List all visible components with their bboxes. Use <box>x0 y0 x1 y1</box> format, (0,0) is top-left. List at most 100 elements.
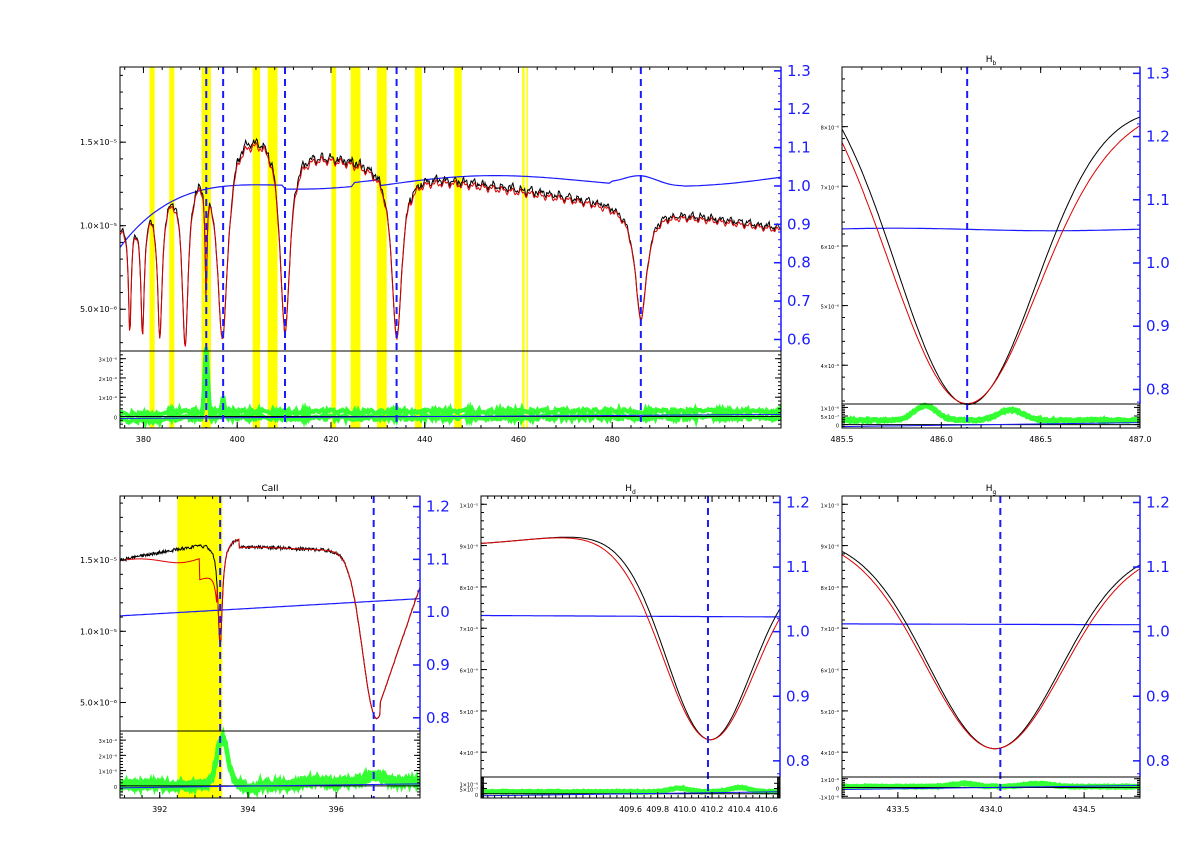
y-tick-label: 1×10⁻⁵ <box>460 503 478 509</box>
right-tick-label: 1.1 <box>787 139 811 157</box>
residual-tick-label: 1×10⁻⁶ <box>99 770 117 776</box>
y-tick-label: 7×10⁻⁶ <box>821 185 839 191</box>
y-tick-label: 5.0×10⁻⁶ <box>80 305 117 314</box>
y-tick-label: 6×10⁻⁶ <box>821 245 839 251</box>
right-tick-label: 0.8 <box>1146 380 1170 398</box>
panel-title-subscript: g <box>992 489 996 496</box>
residual-trace <box>842 403 1140 426</box>
x-tick-label: 400 <box>230 435 245 444</box>
residual-tick-label: 1×10⁻⁶ <box>99 396 117 402</box>
model-spectrum <box>120 538 420 719</box>
right-tick-label: 0.9 <box>1146 687 1170 705</box>
x-tick-label: 394 <box>240 805 255 814</box>
residual-tick-label: 5×10⁻⁷ <box>821 415 839 421</box>
y-tick-label: 5×10⁻⁶ <box>821 710 839 716</box>
residual-tick-label: 5×10⁻⁷ <box>460 788 478 794</box>
residual-tick-label: 0 <box>836 424 839 430</box>
residual-baseline <box>842 422 1140 428</box>
residual-baseline <box>120 413 781 419</box>
residual-tick-label: 2×10⁻⁶ <box>99 377 117 383</box>
right-tick-label: 1.0 <box>426 603 450 621</box>
right-tick-label: 0.9 <box>1146 317 1170 335</box>
residual-tick-label: 2×10⁻⁶ <box>99 754 117 760</box>
residual-tick-label: 1×10⁻⁶ <box>821 406 839 412</box>
x-tick-label: 434.5 <box>1073 805 1096 814</box>
x-tick-label: 460 <box>511 435 526 444</box>
right-tick-label: 1.1 <box>1146 558 1170 576</box>
continuum-curve <box>842 227 1140 232</box>
x-tick-label: 485.5 <box>831 435 854 444</box>
panel-title: CaII <box>261 484 278 494</box>
continuum-curve <box>481 614 780 618</box>
x-tick-label: 486.0 <box>930 435 953 444</box>
residual-tick-label: 0 <box>114 415 117 421</box>
model-spectrum <box>120 142 781 347</box>
right-tick-label: 1.0 <box>787 177 811 195</box>
y-tick-label: 6×10⁻⁶ <box>821 669 839 675</box>
model-spectrum <box>481 537 780 741</box>
x-tick-label: 487.0 <box>1129 435 1152 444</box>
y-tick-label: 1.0×10⁻⁵ <box>80 222 117 231</box>
residual-tick-label: 1×10⁻⁶ <box>821 778 839 784</box>
panel-title-subscript: d <box>632 489 636 496</box>
right-tick-label: 0.9 <box>786 687 810 705</box>
right-tick-label: 0.8 <box>787 254 811 272</box>
right-tick-label: 1.2 <box>1146 493 1170 511</box>
mask-band <box>454 67 462 428</box>
mask-band <box>252 67 261 428</box>
x-tick-label: 486.5 <box>1029 435 1052 444</box>
y-tick-label: 8×10⁻⁶ <box>821 126 839 132</box>
x-tick-label: 420 <box>323 435 338 444</box>
residual-tick-label: 3×10⁻⁶ <box>99 739 117 745</box>
residual-tick-label: -1×10⁻⁶ <box>819 795 839 801</box>
mask-band <box>376 67 387 428</box>
mask-band <box>350 67 361 428</box>
observed-spectrum <box>120 137 781 347</box>
right-tick-label: 1.1 <box>426 550 450 568</box>
y-tick-label: 9×10⁻⁶ <box>460 545 478 551</box>
right-tick-label: 1.3 <box>1146 64 1170 82</box>
right-tick-label: 0.9 <box>426 656 450 674</box>
mask-band <box>414 67 422 428</box>
right-tick-label: 1.2 <box>787 100 811 118</box>
y-tick-label: 9×10⁻⁶ <box>821 545 839 551</box>
right-tick-label: 1.2 <box>1146 128 1170 146</box>
y-tick-label: 4×10⁻⁶ <box>460 751 478 757</box>
x-tick-label: 434.0 <box>980 805 1003 814</box>
mask-band <box>522 67 525 428</box>
panel-title: Hb <box>986 55 997 67</box>
right-tick-label: 1.1 <box>786 558 810 576</box>
main-plot-frame <box>480 495 781 778</box>
right-tick-label: 0.8 <box>1146 752 1170 770</box>
mask-band <box>149 67 155 428</box>
right-tick-label: 1.3 <box>787 62 811 80</box>
right-tick-label: 1.0 <box>1146 623 1170 641</box>
mask-band <box>331 67 337 428</box>
y-tick-label: 7×10⁻⁶ <box>460 627 478 633</box>
x-tick-label: 480 <box>605 435 620 444</box>
panel-hbeta: 485.5 486.0 486.5 487.0 4×10⁻⁶ 5×10⁻⁶ 6×10⁻⁶ 7×… <box>821 55 1170 444</box>
x-tick-label: 410.0 <box>673 805 696 814</box>
right-tick-label: 1.0 <box>786 623 810 641</box>
mask-band <box>169 67 175 428</box>
x-tick-label: 410.2 <box>701 805 724 814</box>
y-tick-label: 8×10⁻⁶ <box>460 586 478 592</box>
x-tick-label: 392 <box>152 805 167 814</box>
continuum-curve <box>842 623 1140 626</box>
y-tick-label: 8×10⁻⁶ <box>821 586 839 592</box>
y-tick-label: 5×10⁻⁶ <box>821 305 839 311</box>
x-tick-label: 410.6 <box>755 805 778 814</box>
y-tick-label: 1.5×10⁻⁵ <box>80 556 117 565</box>
right-tick-label: 0.8 <box>786 752 810 770</box>
mask-band <box>267 67 278 428</box>
y-tick-label: 1×10⁻⁵ <box>821 503 839 509</box>
right-tick-label: 1.1 <box>1146 191 1170 209</box>
observed-spectrum <box>842 116 1140 406</box>
continuum-curve <box>120 175 781 248</box>
right-tick-label: 1.2 <box>426 498 450 516</box>
x-tick-label: 396 <box>329 805 344 814</box>
x-tick-label: 440 <box>417 435 432 444</box>
panel-title-base: H <box>986 484 993 494</box>
residual-tick-label: 0 <box>114 785 117 791</box>
right-tick-label: 0.6 <box>787 330 811 348</box>
